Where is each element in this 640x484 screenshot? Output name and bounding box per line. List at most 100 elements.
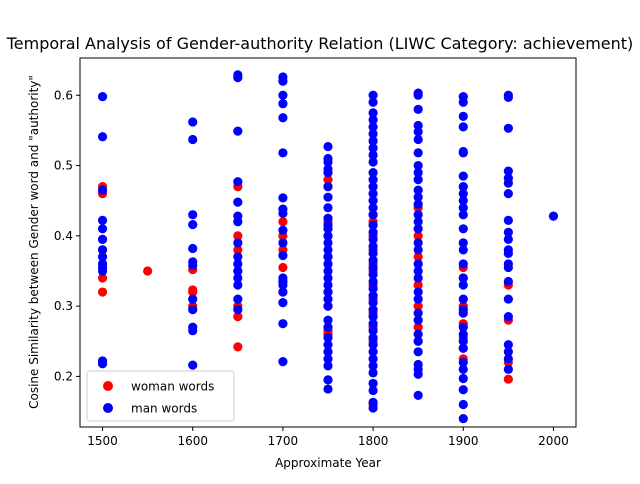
man-point-176 [458, 210, 468, 220]
man-point-179 [458, 245, 468, 255]
man-point-15 [188, 210, 198, 220]
man-point-78 [323, 287, 333, 297]
man-point-89 [323, 384, 333, 394]
man-point-80 [323, 301, 333, 311]
man-point-34 [233, 259, 243, 269]
man-point-46 [278, 193, 288, 203]
man-point-201 [503, 178, 513, 188]
man-point-198 [503, 123, 513, 133]
man-point-93 [368, 115, 378, 125]
woman-point-25 [323, 174, 333, 185]
man-point-115 [368, 276, 378, 287]
man-point-120 [368, 312, 378, 322]
man-point-58 [278, 357, 288, 367]
man-point-147 [413, 217, 423, 227]
man-point-205 [503, 234, 513, 244]
man-point-112 [368, 255, 378, 266]
man-point-31 [233, 217, 243, 227]
man-point-210 [503, 276, 513, 287]
man-point-138 [413, 134, 423, 145]
woman-point-6 [97, 287, 108, 297]
y-tick-label-4: 0.6 [54, 88, 73, 102]
man-point-188 [458, 336, 468, 346]
man-point-111 [368, 248, 378, 258]
legend-marker-woman [103, 381, 113, 391]
man-point-160 [413, 347, 423, 357]
man-point-91 [368, 97, 378, 107]
man-point-88 [323, 375, 333, 385]
woman-point-14 [233, 245, 243, 255]
man-point-135 [413, 104, 423, 114]
man-point-144 [413, 192, 423, 202]
man-point-168 [458, 122, 468, 132]
x-axis-ticks: 1500 1600 1700 1800 1900 2000 [87, 427, 569, 448]
man-point-63 [323, 167, 333, 178]
man-point-85 [323, 347, 333, 357]
man-point-171 [458, 171, 468, 181]
man-point-94 [368, 122, 378, 132]
man-point-109 [368, 234, 378, 244]
man-point-73 [323, 252, 333, 262]
man-point-124 [368, 340, 378, 350]
man-point-99 [368, 157, 378, 167]
woman-point-22 [278, 262, 288, 273]
man-point-37 [233, 280, 243, 290]
man-point-10 [97, 266, 108, 276]
man-point-33 [233, 252, 243, 262]
man-point-36 [233, 273, 243, 283]
man-point-45 [278, 148, 288, 158]
man-point-64 [323, 182, 333, 192]
man-point-155 [413, 294, 423, 304]
man-point-108 [368, 227, 378, 237]
man-point-139 [413, 148, 423, 158]
man-point-87 [323, 361, 333, 371]
man-point-27 [233, 126, 243, 136]
man-point-211 [503, 294, 513, 304]
man-point-14 [188, 134, 198, 145]
man-point-102 [368, 182, 378, 192]
man-point-119 [368, 305, 378, 315]
points-layer [97, 70, 559, 424]
man-point-110 [368, 241, 378, 251]
man-point-141 [413, 167, 423, 178]
man-point-50 [278, 238, 288, 248]
man-point-152 [413, 266, 423, 276]
y-tick-label-0: 0.2 [54, 369, 73, 383]
man-point-172 [458, 182, 468, 192]
man-point-190 [458, 357, 468, 367]
man-point-54 [278, 280, 288, 290]
man-point-16 [188, 219, 198, 230]
man-point-130 [368, 385, 378, 396]
woman-point-7 [143, 266, 153, 276]
man-point-125 [368, 347, 378, 357]
man-point-32 [233, 238, 243, 248]
man-point-103 [368, 189, 378, 199]
man-point-136 [413, 120, 423, 131]
man-point-49 [278, 225, 288, 235]
man-point-84 [323, 340, 333, 350]
y-axis-ticks: 0.2 0.3 0.4 0.5 0.6 [54, 88, 80, 383]
man-point-132 [368, 403, 378, 413]
man-point-173 [458, 189, 468, 199]
man-point-215 [503, 354, 513, 364]
man-point-150 [413, 245, 423, 255]
man-point-193 [458, 385, 468, 395]
man-point-100 [368, 167, 378, 178]
x-tick-label-0: 1500 [87, 434, 118, 448]
man-point-105 [368, 203, 378, 213]
man-point-101 [368, 174, 378, 185]
man-point-212 [503, 312, 513, 322]
man-point-77 [323, 280, 333, 290]
man-point-90 [368, 90, 378, 100]
man-point-83 [323, 333, 333, 343]
man-point-23 [188, 326, 198, 336]
man-point-117 [368, 290, 378, 301]
woman-point-13 [233, 231, 243, 241]
man-point-128 [368, 368, 378, 378]
woman-point-50 [413, 301, 423, 311]
man-point-187 [458, 329, 468, 339]
man-point-175 [458, 203, 468, 213]
man-point-148 [413, 224, 423, 234]
man-point-140 [413, 160, 423, 171]
